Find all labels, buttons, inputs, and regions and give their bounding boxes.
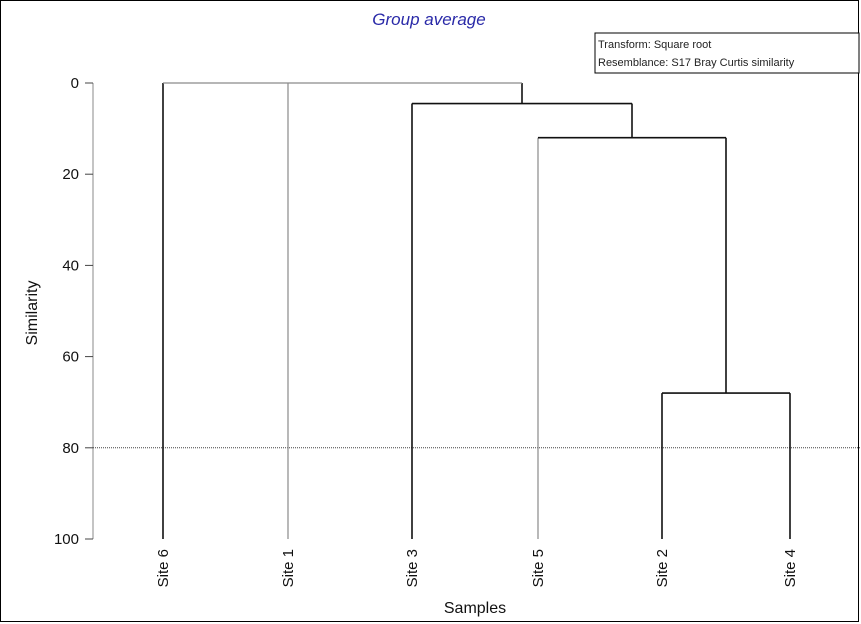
legend-resemblance: Resemblance: S17 Bray Curtis similarity xyxy=(598,57,795,69)
y-tick-label: 100 xyxy=(54,531,79,548)
y-tick-label: 80 xyxy=(62,440,79,457)
legend-transform: Transform: Square root xyxy=(598,39,711,51)
leaf-label: Site 5 xyxy=(530,549,547,587)
y-tick-label: 20 xyxy=(62,166,79,183)
leaf-label: Site 3 xyxy=(404,549,421,587)
leaf-label: Site 2 xyxy=(654,549,671,587)
leaf-label: Site 1 xyxy=(280,549,297,587)
x-axis-label: Samples xyxy=(444,600,506,617)
y-axis: 0 20 40 60 80 100 xyxy=(54,75,94,548)
leaf-label: Site 6 xyxy=(155,549,172,587)
legend: Transform: Square root Resemblance: S17 … xyxy=(594,32,860,74)
y-tick-label: 60 xyxy=(62,349,79,366)
y-tick-label: 0 xyxy=(71,75,79,92)
dendrogram-branches xyxy=(162,82,791,539)
y-axis-label: Similarity xyxy=(24,281,41,346)
leaf-labels: Site 6 Site 1 Site 3 Site 5 Site 2 Site 4 xyxy=(155,549,799,587)
legend-box xyxy=(594,32,860,74)
y-tick-label: 40 xyxy=(62,257,79,274)
leaf-label: Site 4 xyxy=(782,549,799,587)
chart-title: Group average xyxy=(372,10,485,29)
